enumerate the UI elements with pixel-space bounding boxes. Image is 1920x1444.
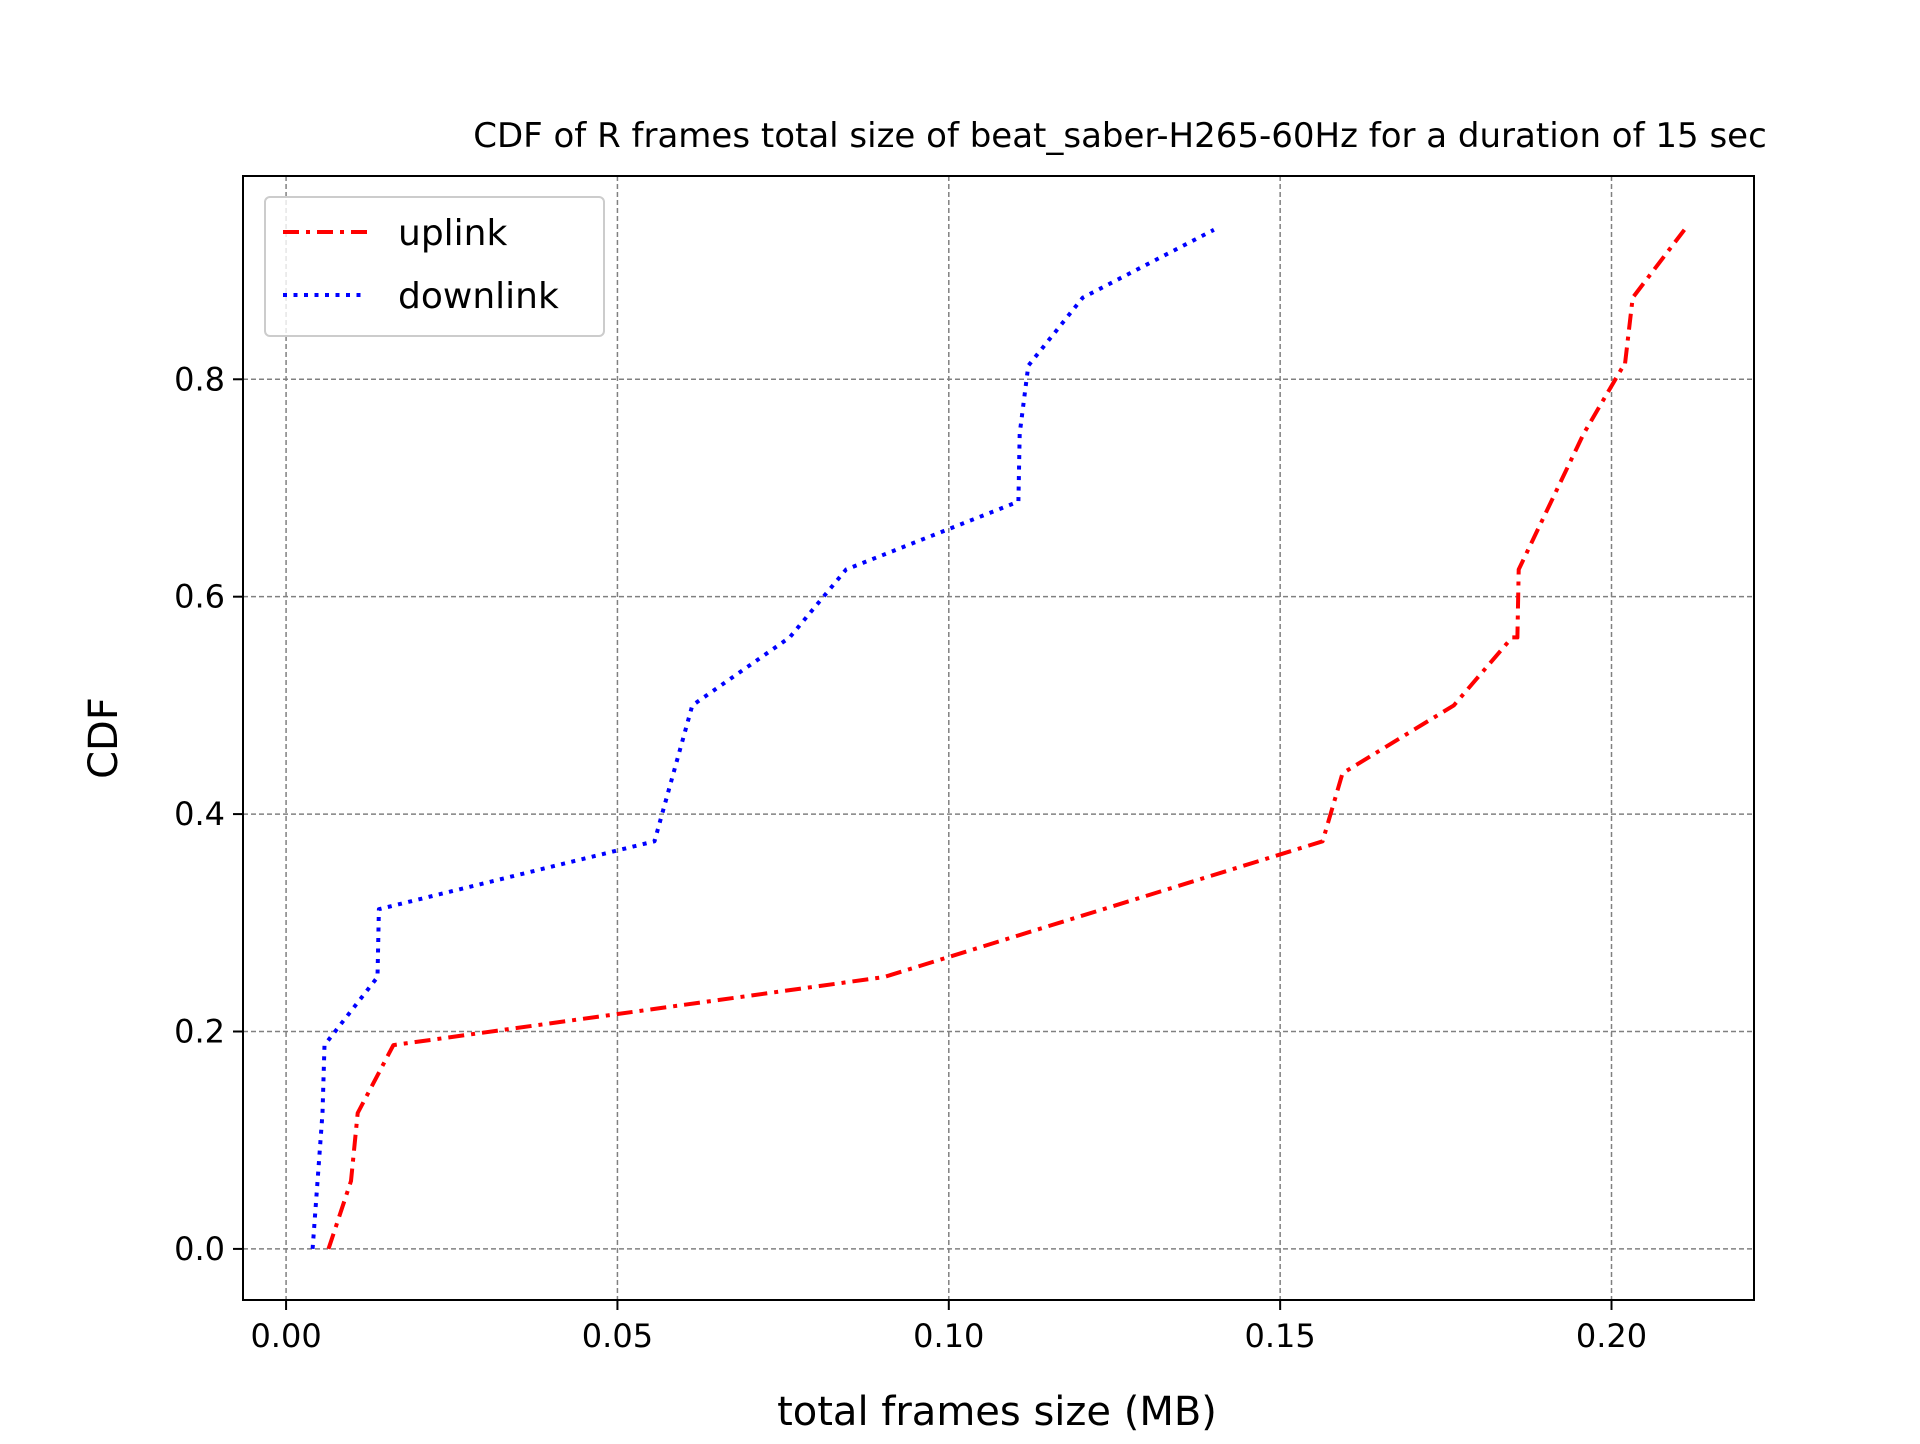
x-tick-label: 0.05: [582, 1317, 653, 1355]
y-tick-label: 0.6: [174, 578, 225, 616]
y-tick-label: 0.8: [174, 360, 225, 398]
chart-title: CDF of R frames total size of beat_saber…: [473, 116, 1767, 156]
legend-label-uplink: uplink: [398, 213, 507, 254]
y-tick-label: 0.4: [174, 795, 225, 833]
x-tick-label: 0.00: [250, 1317, 321, 1355]
series-line-downlink: [310, 228, 1215, 1250]
grid: [243, 176, 1754, 1300]
x-tick-label: 0.10: [913, 1317, 984, 1355]
y-axis-label: CDF: [81, 697, 127, 779]
ticks: 0.00 0.05 0.10 0.15 0.20 0.0 0.2 0.4 0.6 0.8: [174, 360, 1647, 1355]
x-tick-label: 0.20: [1576, 1317, 1647, 1355]
y-tick-label: 0.2: [174, 1013, 225, 1051]
x-tick-label: 0.15: [1245, 1317, 1316, 1355]
legend-label-downlink: downlink: [398, 276, 559, 317]
legend-box: [264, 196, 605, 337]
series-line-uplink: [326, 228, 1686, 1250]
legend: uplink downlink: [264, 196, 605, 337]
y-tick-label: 0.0: [174, 1230, 225, 1268]
x-axis-label: total frames size (MB): [777, 1389, 1217, 1435]
plot-area-frame: [242, 175, 1755, 1301]
series-layer: [310, 228, 1686, 1250]
